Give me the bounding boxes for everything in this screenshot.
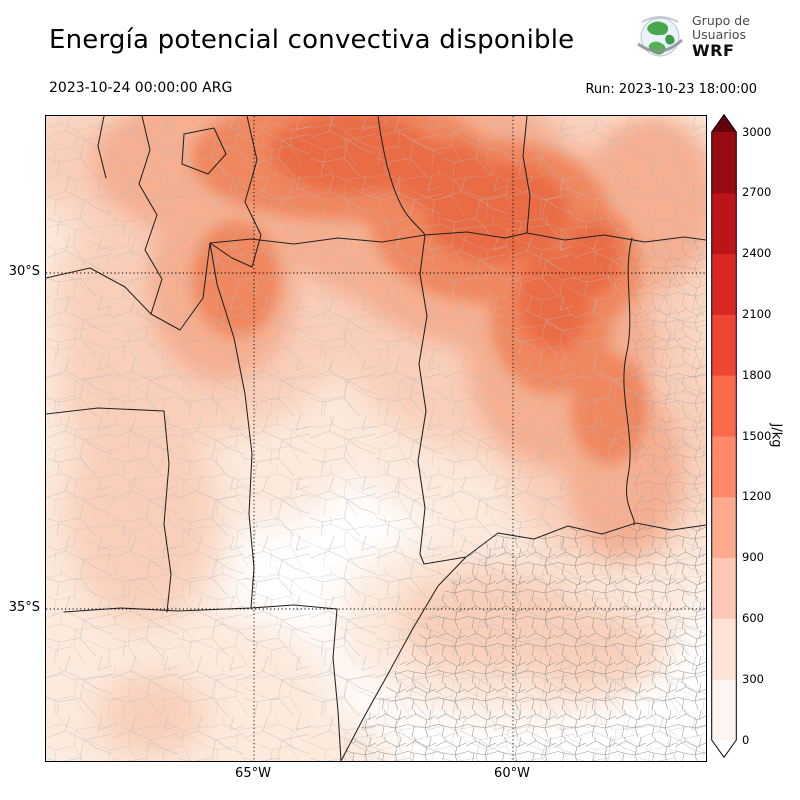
- colorbar-segment: [712, 618, 736, 680]
- map-svg: [46, 116, 706, 761]
- colorbar-segment: [712, 375, 736, 437]
- east-department-mesh: [629, 238, 706, 525]
- colorbar-tick-label: 2400: [742, 246, 772, 261]
- lon-label-65w: 65°W: [235, 766, 271, 781]
- colorbar-tick-label: 600: [742, 610, 764, 625]
- colorbar-unit-label: J/kg: [768, 423, 784, 448]
- colorbar-outline: [711, 113, 737, 759]
- colorbar-tick-label: 2700: [742, 185, 772, 200]
- wrf-globe-icon: [637, 16, 684, 57]
- lon-label-60w: 60°W: [494, 766, 530, 781]
- map-area: [45, 115, 707, 762]
- colorbar-tick-label: 900: [742, 550, 764, 565]
- colorbar-tick-label: 1500: [742, 428, 772, 443]
- colorbar-tick-label: 3000: [742, 124, 772, 139]
- graticule: [46, 116, 706, 761]
- logo-text-line2: Usuarios: [692, 27, 747, 43]
- colorbar-segment: [712, 436, 736, 498]
- colorbar-svg: [711, 113, 737, 759]
- colorbar-ticks: 0 300 600 900 1200 1500 1800 2100 2400 2700 3000: [742, 114, 792, 760]
- colorbar-segment: [712, 253, 736, 315]
- colorbar-segment: [712, 192, 736, 255]
- colorbar-segment: [712, 132, 736, 194]
- colorbar-tick-label: 1200: [742, 489, 772, 504]
- lat-label-35s: 35°S: [8, 600, 40, 615]
- lat-label-30s: 30°S: [8, 264, 40, 279]
- colorbar-segment: [712, 557, 736, 619]
- colorbar-segment: [712, 314, 736, 376]
- colorbar-tick-label: 300: [742, 671, 764, 686]
- colorbar-over-arrow: [712, 115, 736, 132]
- logo-text-line3: WRF: [692, 41, 735, 61]
- run-time-label: Run: 2023-10-23 18:00:00: [585, 82, 757, 97]
- page-title: Energía potencial convectiva disponible: [49, 25, 575, 55]
- logo-text-line1: Grupo de: [692, 13, 750, 29]
- colorbar-tick-label: 1800: [742, 367, 772, 382]
- colorbar-tick-label: 0: [742, 732, 750, 747]
- wrf-logo-text: Grupo de Usuarios WRF: [692, 14, 750, 60]
- buenos-aires-department-mesh: [341, 523, 706, 761]
- valid-time-label: 2023-10-24 00:00:00 ARG: [49, 80, 233, 96]
- colorbar-tick-label: 2100: [742, 306, 772, 321]
- colorbar-under-arrow: [712, 740, 736, 757]
- colorbar-segment: [712, 679, 736, 741]
- wrf-logo: Grupo de Usuarios WRF: [634, 10, 750, 64]
- colorbar-segment: [712, 496, 736, 559]
- colorbar: [711, 113, 737, 760]
